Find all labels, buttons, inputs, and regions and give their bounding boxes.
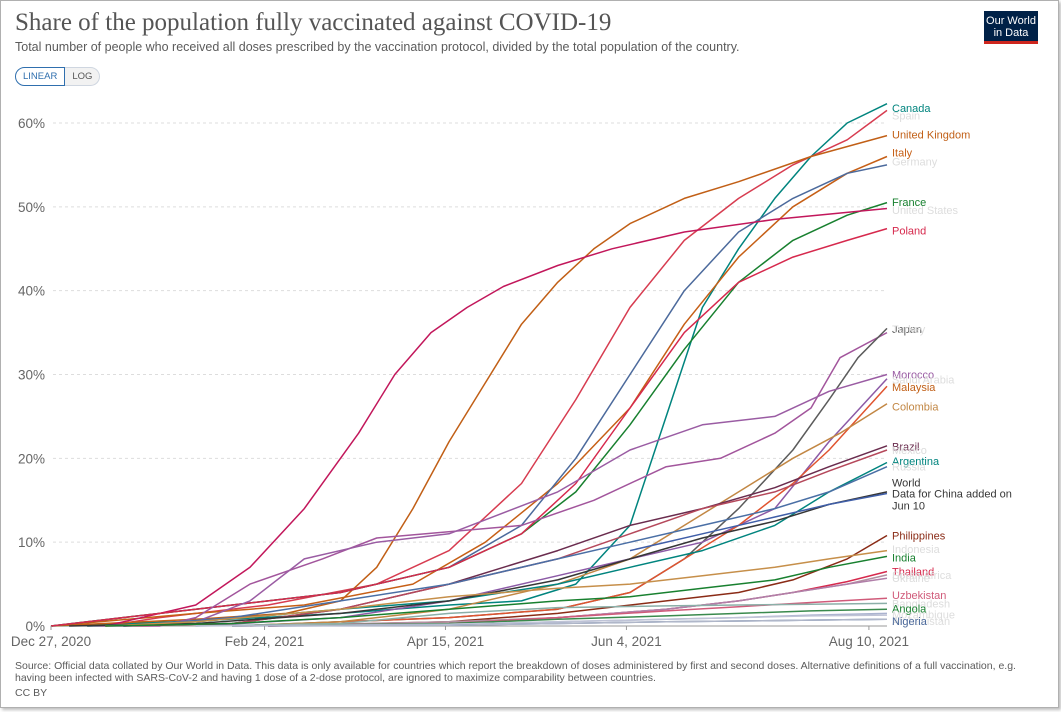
- series-label[interactable]: Brazil: [892, 442, 920, 454]
- y-tick-label: 40%: [18, 284, 45, 299]
- y-tick-label: 60%: [18, 116, 45, 131]
- logo-line-1: Our World: [986, 15, 1036, 27]
- series-line-france[interactable]: [50, 201, 888, 627]
- x-axis: Dec 27, 2020 Feb 24, 2021 Apr 15, 2021 Jun …: [11, 626, 909, 649]
- series-line-afghanistan[interactable]: [231, 618, 888, 627]
- series-line-germany[interactable]: [50, 164, 888, 627]
- series-label[interactable]: Mozambique: [892, 609, 955, 621]
- series-line-colombia[interactable]: [231, 403, 888, 627]
- series-line-india[interactable]: [105, 555, 888, 627]
- y-tick-label: 30%: [18, 368, 45, 383]
- license-note: CC BY: [15, 687, 48, 699]
- series-label[interactable]: World: [892, 478, 921, 490]
- series-label[interactable]: Data for China added on: [892, 489, 1012, 501]
- series-label[interactable]: Germany: [892, 157, 938, 169]
- series-line-bangladesh[interactable]: [195, 602, 888, 627]
- series-label[interactable]: India: [892, 552, 917, 564]
- logo-line-2: in Data: [993, 27, 1029, 39]
- series-line-spain[interactable]: [105, 109, 888, 627]
- series-label[interactable]: South Africa: [892, 570, 952, 582]
- y-tick-label: 10%: [18, 535, 45, 550]
- series-line-italy[interactable]: [50, 155, 888, 627]
- series-label[interactable]: France: [892, 197, 926, 209]
- series-label[interactable]: Colombia: [892, 401, 939, 413]
- series-line-poland[interactable]: [50, 227, 888, 627]
- series-label[interactable]: Jun 10: [892, 500, 925, 512]
- series-line-russia[interactable]: [123, 466, 888, 627]
- series-label[interactable]: United Kingdom: [892, 130, 970, 142]
- y-tick-label: 0%: [25, 619, 45, 634]
- series-label[interactable]: Canada: [892, 103, 931, 115]
- scale-toggle: LINEAR LOG: [15, 67, 101, 86]
- series-label[interactable]: Indonesia: [892, 544, 941, 556]
- owid-logo[interactable]: Our World in Data: [984, 11, 1038, 44]
- series-label[interactable]: Angola: [892, 603, 927, 615]
- series-line-pakistan[interactable]: [195, 614, 888, 627]
- series-label[interactable]: Argentina: [892, 456, 940, 468]
- series-label[interactable]: Nigeria: [892, 616, 928, 628]
- series-line-morocco[interactable]: [123, 373, 888, 627]
- y-tick-label: 50%: [18, 200, 45, 215]
- series-line-turkey[interactable]: [87, 331, 888, 627]
- series-line-mexico[interactable]: [123, 449, 888, 627]
- series-label[interactable]: Russia: [892, 462, 927, 474]
- series-label[interactable]: United States: [892, 205, 959, 217]
- series-line-united-kingdom[interactable]: [50, 134, 888, 627]
- source-note: Source: Official data collated by Our Wo…: [15, 660, 1016, 684]
- series-label[interactable]: Bangladesh: [892, 598, 950, 610]
- linear-scale-button[interactable]: LINEAR: [15, 67, 66, 86]
- series-label[interactable]: Thailand: [892, 567, 934, 579]
- line-chart: 0% 10% 20% 30% 40% 50% 60% Dec 27, 2020 Feb 24,…: [11, 103, 1012, 649]
- series-line-argentina[interactable]: [87, 461, 888, 627]
- series-label[interactable]: Saudi Arabia: [892, 375, 955, 387]
- series-label[interactable]: Morocco: [892, 370, 934, 382]
- chart-subtitle: Total number of people who received all …: [15, 40, 740, 54]
- x-tick-label: Feb 24, 2021: [225, 634, 305, 649]
- series-label[interactable]: Italy: [892, 147, 913, 159]
- x-tick-label: Dec 27, 2020: [11, 634, 91, 649]
- series-label[interactable]: Uzbekistan: [892, 590, 946, 602]
- series-line-united-states[interactable]: [105, 207, 888, 627]
- series-label[interactable]: Spain: [892, 110, 920, 122]
- series-label[interactable]: Mexico: [892, 445, 927, 457]
- series-label[interactable]: Turkey: [892, 324, 926, 336]
- log-scale-button[interactable]: LOG: [65, 67, 101, 86]
- series-line-malaysia[interactable]: [249, 385, 888, 627]
- series-lines: [50, 103, 888, 627]
- series-label[interactable]: Malaysia: [892, 382, 936, 394]
- series-line-angola[interactable]: [231, 608, 888, 627]
- chart-title: Share of the population fully vaccinated…: [15, 9, 612, 36]
- x-tick-label: Jun 4, 2021: [591, 634, 662, 649]
- x-tick-label: Aug 10, 2021: [829, 634, 909, 649]
- y-tick-label: 20%: [18, 451, 45, 466]
- series-line-china[interactable]: [629, 492, 888, 552]
- series-label[interactable]: Afghanistan: [892, 616, 950, 628]
- series-label[interactable]: Philippines: [892, 530, 946, 542]
- x-tick-label: Apr 15, 2021: [407, 634, 484, 649]
- series-label[interactable]: Ukraine: [892, 573, 930, 585]
- series-line-world[interactable]: [69, 491, 888, 627]
- series-line-indonesia[interactable]: [105, 549, 888, 627]
- series-label[interactable]: Poland: [892, 225, 926, 237]
- series-label[interactable]: Japan: [892, 324, 922, 336]
- y-gridlines: 0% 10% 20% 30% 40% 50% 60%: [18, 116, 887, 634]
- series-line-canada[interactable]: [50, 103, 888, 627]
